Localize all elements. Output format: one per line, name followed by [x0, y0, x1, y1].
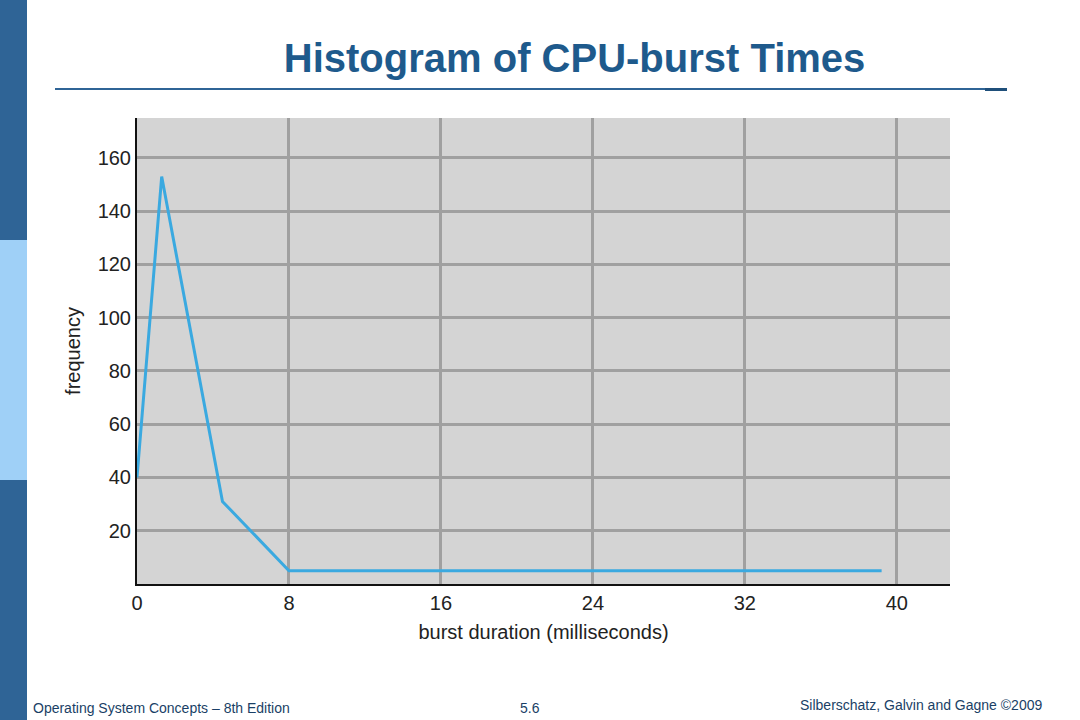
html-text:5.6: 5.6 — [520, 700, 540, 716]
svg-text:burst duration (milliseconds): burst duration (milliseconds) — [418, 621, 668, 643]
svg-text:60: 60 — [109, 413, 131, 435]
svg-text:160: 160 — [98, 147, 131, 169]
svg-text:40: 40 — [109, 466, 131, 488]
svg-text:100: 100 — [98, 307, 131, 329]
html-text:Silberschatz, Galvin and Gagne: Silberschatz, Galvin and Gagne ©2009 — [800, 697, 1043, 713]
svg-text:80: 80 — [109, 360, 131, 382]
svg-text:20: 20 — [109, 520, 131, 542]
svg-text:40: 40 — [886, 592, 908, 614]
svg-text:frequency: frequency — [62, 307, 84, 395]
html-text:Operating System Concepts – 8t: Operating System Concepts – 8th Edition — [33, 700, 290, 716]
svg-text:32: 32 — [734, 592, 756, 614]
svg-text:16: 16 — [430, 592, 452, 614]
svg-text:Histogram of CPU-burst Times: Histogram of CPU-burst Times — [284, 36, 866, 80]
svg-text:140: 140 — [98, 200, 131, 222]
svg-text:0: 0 — [131, 592, 142, 614]
svg-text:24: 24 — [582, 592, 604, 614]
svg-text:120: 120 — [98, 253, 131, 275]
svg-text:8: 8 — [283, 592, 294, 614]
